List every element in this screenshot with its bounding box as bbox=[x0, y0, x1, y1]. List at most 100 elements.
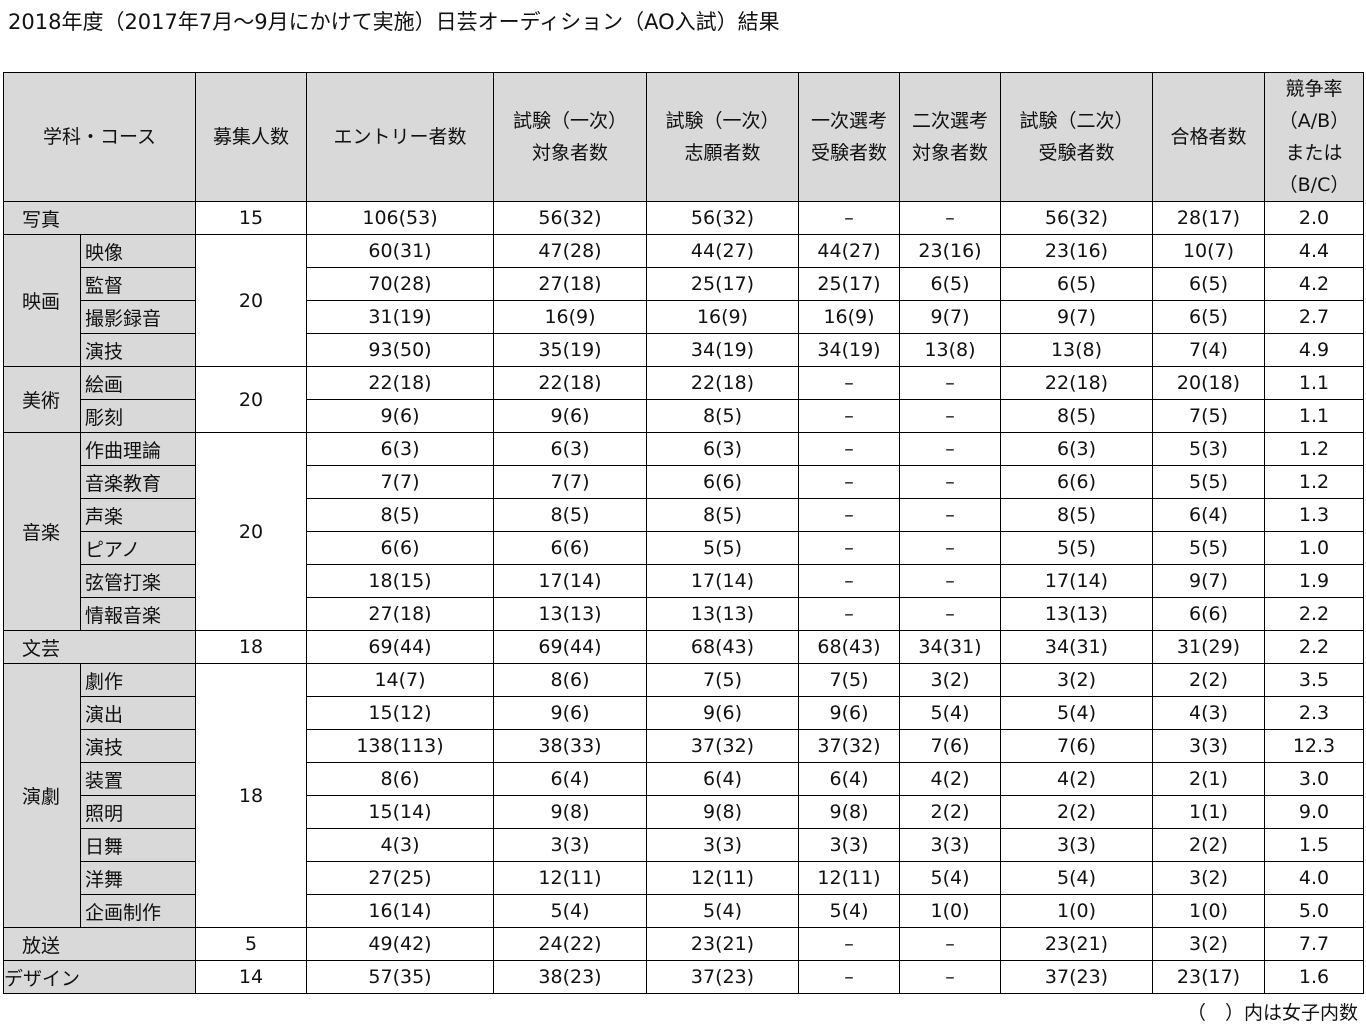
value-cell: 2.3 bbox=[1264, 696, 1364, 730]
quota-cell: 18 bbox=[195, 630, 307, 664]
value-cell: 7.7 bbox=[1264, 927, 1364, 961]
value-cell: 56(32) bbox=[646, 201, 799, 235]
value-cell: 8(5) bbox=[646, 399, 799, 433]
value-cell: – bbox=[899, 498, 1001, 532]
dept-cell: 文芸 bbox=[3, 630, 196, 664]
value-cell: 4(2) bbox=[1000, 762, 1153, 796]
value-cell: – bbox=[798, 399, 900, 433]
value-cell: – bbox=[798, 564, 900, 598]
value-cell: 9(6) bbox=[646, 696, 799, 730]
value-cell: 9(6) bbox=[493, 696, 647, 730]
value-cell: 1.6 bbox=[1264, 960, 1364, 994]
table-row: 映画 映像 20 60(31) 47(28) 44(27) 44(27) 23(16) 23(1… bbox=[3, 234, 1364, 367]
value-cell: 1(0) bbox=[899, 894, 1001, 928]
header-ratio: 競争率 （A/B） または （B/C） bbox=[1264, 72, 1364, 202]
value-cell: 2(2) bbox=[1152, 663, 1265, 697]
course-cell: 声楽 bbox=[80, 498, 196, 532]
value-cell: – bbox=[899, 960, 1001, 994]
quota-cell: 15 bbox=[195, 201, 307, 235]
value-cell: 5.0 bbox=[1264, 894, 1364, 928]
quota-cell: 20 bbox=[195, 366, 307, 433]
table-row: デザイン 14 57(35) 38(23) 37(23) – –37(23) 23(17) 1.… bbox=[3, 960, 1364, 994]
value-cell: 22(18) bbox=[1000, 366, 1153, 400]
value-cell: 6(6) bbox=[646, 465, 799, 499]
value-cell: 1.0 bbox=[1264, 531, 1364, 565]
value-cell: – bbox=[899, 564, 1001, 598]
course-cell: 弦管打楽 bbox=[80, 564, 196, 598]
dept-cell: 映画 bbox=[3, 234, 81, 367]
value-cell: – bbox=[899, 531, 1001, 565]
value-cell: 8(5) bbox=[646, 498, 799, 532]
value-cell: 4.2 bbox=[1264, 267, 1364, 301]
table-row: 文芸 18 69(44) 69(44) 68(43) 68(43) 34(31) 34(31)… bbox=[3, 630, 1364, 664]
value-cell: 27(18) bbox=[493, 267, 647, 301]
value-cell: 12.3 bbox=[1264, 729, 1364, 763]
value-cell: 1.1 bbox=[1264, 399, 1364, 433]
value-cell: 34(19) bbox=[646, 333, 799, 367]
course-cell: 音楽教育 bbox=[80, 465, 196, 499]
value-cell: 7(4) bbox=[1152, 333, 1265, 367]
value-cell: 8(6) bbox=[306, 762, 494, 796]
value-cell: 5(5) bbox=[1152, 465, 1265, 499]
table-row: 企画制作 16(14) 5(4) 5(4) 5(4) 1(0) 1(0) 1(0) 5.0 bbox=[4, 894, 1364, 928]
value-cell: 9(6) bbox=[306, 399, 494, 433]
course-cell: 日舞 bbox=[80, 828, 196, 862]
value-cell: 3(2) bbox=[1152, 861, 1265, 895]
value-cell: – bbox=[798, 927, 900, 961]
header-exam2: 試験（二次） 受験者数 bbox=[1000, 72, 1153, 202]
value-cell: 28(17) bbox=[1152, 201, 1265, 235]
header-quota: 募集人数 bbox=[195, 72, 307, 202]
value-cell: 6(6) bbox=[1000, 465, 1153, 499]
value-cell: – bbox=[798, 531, 900, 565]
value-cell: 27(25) bbox=[306, 861, 494, 895]
value-cell: 3(2) bbox=[1000, 663, 1153, 697]
value-cell: 9.0 bbox=[1264, 795, 1364, 829]
value-cell: 60(31) bbox=[306, 234, 494, 268]
value-cell: 4.4 bbox=[1264, 234, 1364, 268]
header-entry: エントリー者数 bbox=[306, 72, 494, 202]
value-cell: 3.0 bbox=[1264, 762, 1364, 796]
dept-cell: 放送 bbox=[3, 927, 196, 961]
header-sel2: 二次選考 対象者数 bbox=[899, 72, 1001, 202]
course-cell: 演出 bbox=[80, 696, 196, 730]
value-cell: 6(4) bbox=[1152, 498, 1265, 532]
value-cell: 13(8) bbox=[1000, 333, 1153, 367]
page-title: 2018年度（2017年7月～9月にかけて実施）日芸オーディション（AO入試）結… bbox=[8, 10, 780, 34]
value-cell: 35(19) bbox=[493, 333, 647, 367]
value-cell: 34(31) bbox=[1000, 630, 1153, 664]
value-cell: – bbox=[798, 432, 900, 466]
value-cell: 25(17) bbox=[798, 267, 900, 301]
value-cell: 13(8) bbox=[899, 333, 1001, 367]
value-cell: 8(5) bbox=[493, 498, 647, 532]
value-cell: 22(18) bbox=[493, 366, 647, 400]
value-cell: 14(7) bbox=[306, 663, 494, 697]
value-cell: 3(3) bbox=[646, 828, 799, 862]
value-cell: 16(9) bbox=[798, 300, 900, 334]
value-cell: 9(8) bbox=[798, 795, 900, 829]
value-cell: 17(14) bbox=[646, 564, 799, 598]
value-cell: 2(2) bbox=[899, 795, 1001, 829]
value-cell: 4(3) bbox=[306, 828, 494, 862]
value-cell: 12(11) bbox=[798, 861, 900, 895]
value-cell: 4.0 bbox=[1264, 861, 1364, 895]
value-cell: 5(4) bbox=[493, 894, 647, 928]
value-cell: 68(43) bbox=[646, 630, 799, 664]
value-cell: 1(0) bbox=[1152, 894, 1265, 928]
value-cell: 2(2) bbox=[1000, 795, 1153, 829]
value-cell: 57(35) bbox=[306, 960, 494, 994]
value-cell: 3(2) bbox=[899, 663, 1001, 697]
value-cell: 5(3) bbox=[1152, 432, 1265, 466]
value-cell: 5(5) bbox=[1000, 531, 1153, 565]
value-cell: 7(5) bbox=[646, 663, 799, 697]
value-cell: 9(7) bbox=[1152, 564, 1265, 598]
table-row: 弦管打楽 18(15) 17(14) 17(14) – –17(14) 9(7) 1.9 bbox=[4, 564, 1364, 598]
course-cell: 撮影録音 bbox=[80, 300, 196, 334]
header-exam1-apply: 試験（一次） 志願者数 bbox=[646, 72, 799, 202]
value-cell: – bbox=[899, 201, 1001, 235]
value-cell: 5(4) bbox=[646, 894, 799, 928]
value-cell: – bbox=[798, 498, 900, 532]
value-cell: 12(11) bbox=[493, 861, 647, 895]
value-cell: – bbox=[798, 201, 900, 235]
value-cell: 6(3) bbox=[646, 432, 799, 466]
value-cell: 6(3) bbox=[306, 432, 494, 466]
